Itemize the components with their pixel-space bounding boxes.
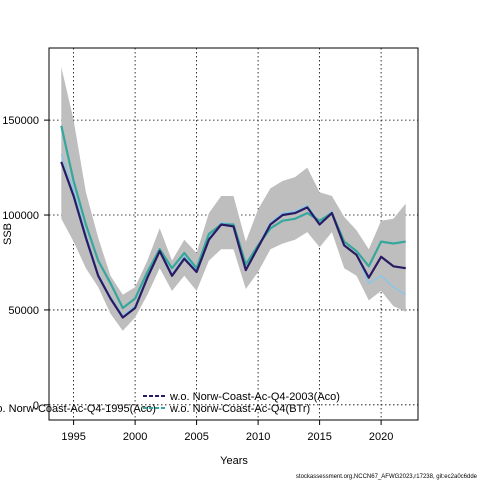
confidence-band [61,67,406,331]
y-axis-title: SSB [2,223,14,245]
confidence-band-group [61,67,406,331]
y-tick-label-0: 0 [33,400,39,412]
y-tick-label-100000: 100000 [2,210,39,222]
series-lines-group [60,125,407,319]
legend-label-3: w.o. Norw-Coast-Ac-Q4(BTr) [169,403,310,415]
legend-label-1: w.o. Norw-Coast-Ac-Q4-1995(Aco) [0,403,156,415]
legend: w.o. Norw-Coast-Ac-Q4-1995(Aco) w.o. Nor… [0,391,340,415]
series-line-3 [60,125,406,310]
x-tick-label-2015: 2015 [307,431,331,443]
x-tick-label-1995: 1995 [61,431,85,443]
plot-border [48,47,419,421]
x-tick-label-2010: 2010 [246,431,270,443]
y-tick-label-50000: 50000 [8,305,39,317]
legend-label-2: w.o. Norw-Coast-Ac-Q4-2003(Aco) [169,391,340,403]
y-tick-label-150000: 150000 [2,115,39,127]
x-tick-label-2020: 2020 [369,431,393,443]
y-axis: 0 50000 100000 150000 [2,115,49,412]
x-tick-label-2000: 2000 [123,431,147,443]
x-tick-label-2005: 2005 [184,431,208,443]
x-axis: 1995 2000 2005 2010 2015 2020 [61,420,393,443]
series-line-4 [60,161,406,319]
footer-credit: stockassessment.org,NCCN67_AFWG2023,r172… [296,474,478,480]
x-axis-title: Years [220,455,248,467]
